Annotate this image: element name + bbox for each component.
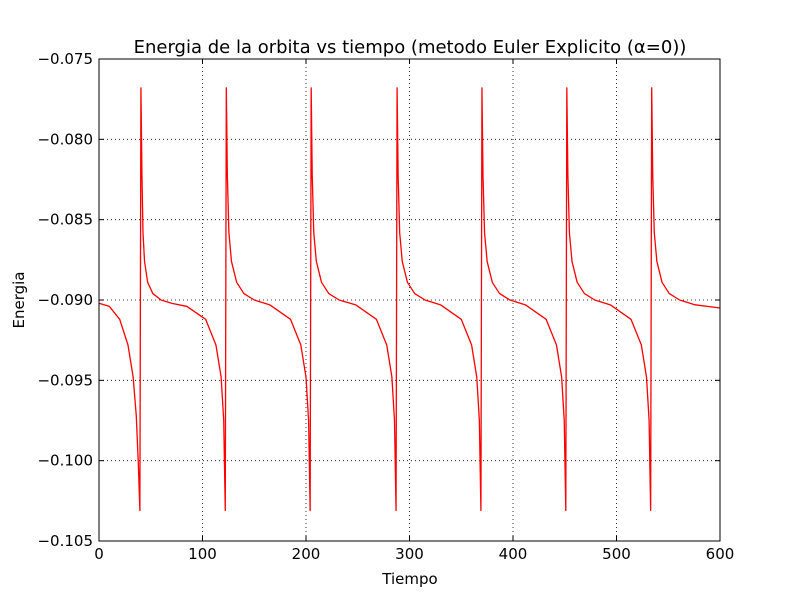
x-tick-label: 500 (602, 545, 631, 563)
x-axis-label: Tiempo (381, 570, 437, 588)
y-axis-label: Energia (10, 272, 28, 329)
x-tick-label: 400 (499, 545, 528, 563)
series-line (98, 87, 721, 512)
x-tick-label: 200 (292, 545, 321, 563)
plot-area: 0 100 200 300 400 500 600 −0.105 −0.100 −0.095 −0.… (37, 50, 734, 563)
x-tick-label: 0 (94, 545, 104, 563)
y-tick-label: −0.075 (37, 50, 93, 68)
y-tick-label: −0.100 (37, 452, 93, 470)
y-tick-label: −0.080 (37, 130, 93, 148)
x-tick-label: 100 (188, 545, 217, 563)
y-tick-label: −0.085 (37, 211, 93, 229)
chart-title: Energia de la orbita vs tiempo (metodo E… (134, 37, 687, 58)
x-tick-label: 600 (706, 545, 735, 563)
y-tick-label: −0.105 (37, 532, 93, 550)
x-tick-label: 300 (395, 545, 424, 563)
y-tick-label: −0.095 (37, 371, 93, 389)
y-tick-label: −0.090 (37, 291, 93, 309)
